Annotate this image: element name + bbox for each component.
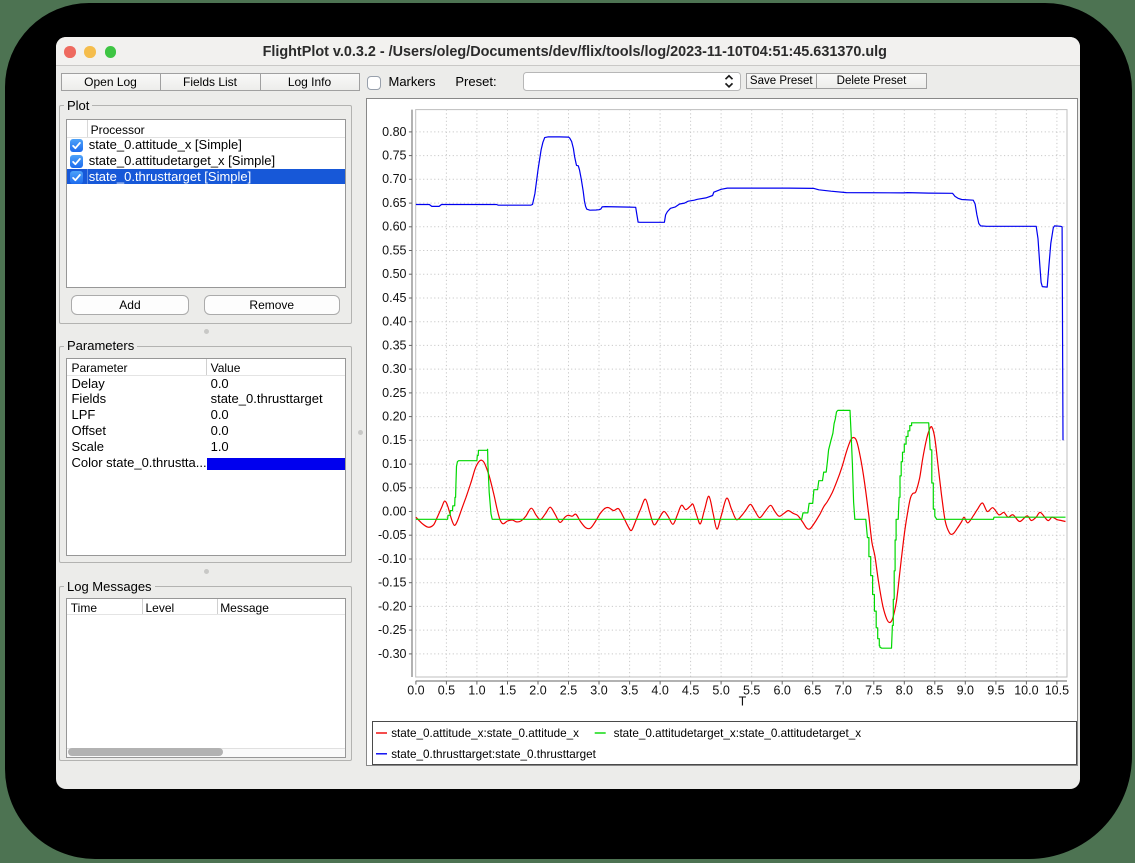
svg-text:0.35: 0.35 (382, 338, 406, 352)
svg-text:0.70: 0.70 (382, 172, 406, 186)
svg-text:0.75: 0.75 (382, 149, 406, 163)
svg-text:0.20: 0.20 (382, 410, 406, 424)
svg-text:4.0: 4.0 (651, 684, 668, 698)
svg-text:6.5: 6.5 (804, 684, 821, 698)
svg-text:0.10: 0.10 (382, 457, 406, 471)
svg-text:3.5: 3.5 (621, 684, 638, 698)
svg-text:0.15: 0.15 (382, 433, 406, 447)
svg-text:8.5: 8.5 (926, 684, 943, 698)
svg-text:0.05: 0.05 (382, 481, 406, 495)
svg-text:0.0: 0.0 (407, 684, 424, 698)
svg-text:5.0: 5.0 (712, 684, 729, 698)
svg-text:1.0: 1.0 (468, 684, 485, 698)
svg-text:5.5: 5.5 (743, 684, 760, 698)
svg-text:-0.25: -0.25 (378, 623, 407, 637)
svg-text:0.30: 0.30 (382, 362, 406, 376)
svg-text:0.80: 0.80 (382, 125, 406, 139)
svg-text:4.5: 4.5 (682, 684, 699, 698)
svg-text:0.60: 0.60 (382, 220, 406, 234)
svg-text:0.45: 0.45 (382, 291, 406, 305)
svg-text:-0.15: -0.15 (378, 576, 407, 590)
svg-text:9.5: 9.5 (987, 684, 1004, 698)
svg-text:-0.30: -0.30 (378, 647, 407, 661)
svg-text:8.0: 8.0 (896, 684, 913, 698)
svg-text:-0.10: -0.10 (378, 552, 407, 566)
svg-text:7.5: 7.5 (865, 684, 882, 698)
svg-text:9.0: 9.0 (957, 684, 974, 698)
svg-text:6.0: 6.0 (774, 684, 791, 698)
svg-text:0.5: 0.5 (438, 684, 455, 698)
svg-text:0.00: 0.00 (382, 504, 406, 518)
svg-text:0.50: 0.50 (382, 267, 406, 281)
svg-text:0.65: 0.65 (382, 196, 406, 210)
svg-text:1.5: 1.5 (499, 684, 516, 698)
svg-text:10.0: 10.0 (1014, 684, 1038, 698)
svg-text:2.0: 2.0 (529, 684, 546, 698)
svg-text:10.5: 10.5 (1045, 684, 1069, 698)
svg-text:T: T (739, 695, 747, 709)
svg-text:-0.20: -0.20 (378, 599, 407, 613)
svg-text:0.25: 0.25 (382, 386, 406, 400)
svg-text:0.40: 0.40 (382, 315, 406, 329)
svg-text:7.0: 7.0 (835, 684, 852, 698)
svg-text:-0.05: -0.05 (378, 528, 407, 542)
svg-text:3.0: 3.0 (590, 684, 607, 698)
svg-text:0.55: 0.55 (382, 243, 406, 257)
svg-text:2.5: 2.5 (560, 684, 577, 698)
